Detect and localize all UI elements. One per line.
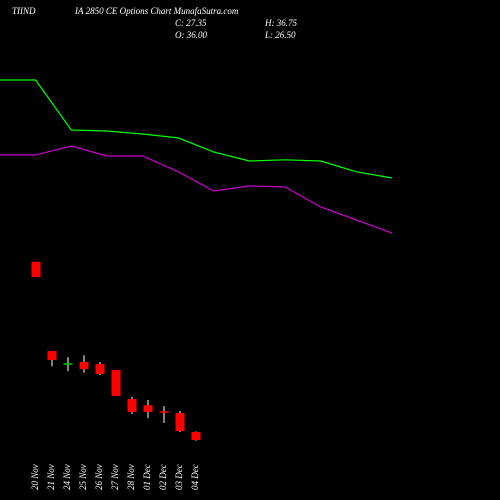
ma-line xyxy=(0,145,393,234)
x-tick-label: 26 Nov xyxy=(94,464,104,490)
ohlc-name: H: xyxy=(264,18,275,28)
chart-title: IA 2850 CE Options Chart MunafaSutra.com xyxy=(74,6,239,16)
candle-body xyxy=(31,261,41,277)
ohlc-item: O: 36.00 xyxy=(175,30,208,40)
candle-body xyxy=(95,364,105,375)
ohlc-name: C: xyxy=(175,18,184,28)
ma-line xyxy=(0,79,393,179)
x-tick-label: 25 Nov xyxy=(78,464,88,490)
x-tick-label: 02 Dec xyxy=(158,464,168,490)
candle-body xyxy=(143,405,153,413)
candle-body xyxy=(127,398,137,413)
candle-body xyxy=(111,370,121,396)
x-tick-label: 01 Dec xyxy=(142,464,152,490)
x-tick-label: 21 Nov xyxy=(46,464,56,490)
ohlc-item: L: 26.50 xyxy=(264,30,296,40)
ohlc-name: O: xyxy=(175,30,185,40)
candle-body xyxy=(191,432,201,441)
ohlc-value: 27.35 xyxy=(186,18,207,28)
x-tick-label: 20 Nov xyxy=(30,464,40,490)
x-tick-label: 03 Dec xyxy=(174,464,184,490)
ohlc-value: 36.75 xyxy=(276,18,298,28)
x-tick-label: 04 Dec xyxy=(190,464,200,490)
candle-body xyxy=(79,361,89,370)
ohlc-value: 36.00 xyxy=(186,30,208,40)
x-tick-label: 27 Nov xyxy=(110,464,120,490)
ohlc-value: 26.50 xyxy=(275,30,296,40)
ohlc-name: L: xyxy=(264,30,273,40)
ohlc-item: C: 27.35 xyxy=(175,18,207,28)
x-tick-label: 24 Nov xyxy=(62,464,72,490)
ohlc-item: H: 36.75 xyxy=(264,18,298,28)
chart-title-left: TIIND xyxy=(12,6,36,16)
candle-body xyxy=(175,413,185,432)
candle-body xyxy=(47,350,57,361)
x-tick-label: 28 Nov xyxy=(126,464,136,490)
